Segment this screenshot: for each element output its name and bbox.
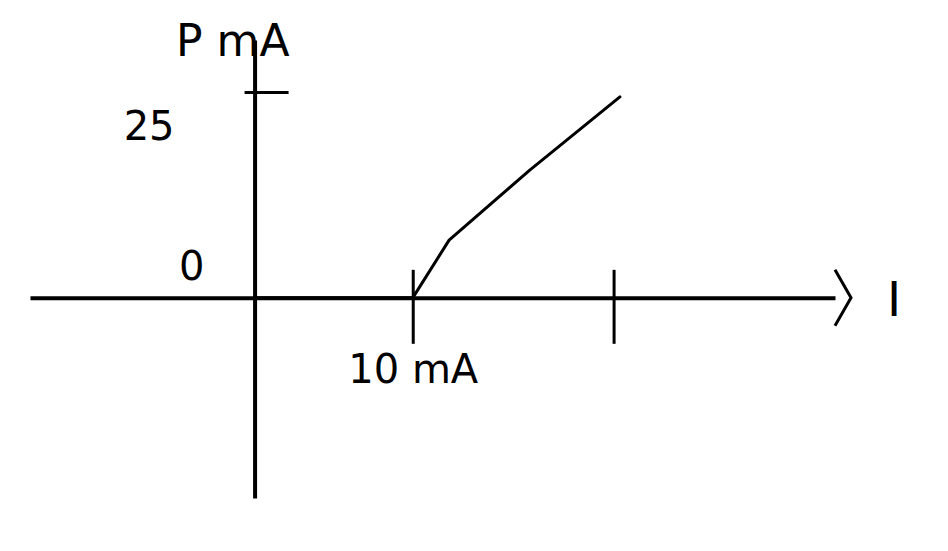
- x-axis-line: [31, 296, 836, 300]
- y-axis-title: P mA: [176, 15, 289, 66]
- x-tick-mark: [412, 270, 415, 344]
- y-tick-label: 25: [124, 103, 175, 149]
- y-tick-label: 0: [179, 243, 204, 289]
- data-line: [255, 97, 620, 298]
- y-axis: 0 25: [124, 41, 289, 499]
- y-tick: 0: [179, 243, 254, 298]
- plot-area: [255, 97, 620, 298]
- y-axis-line: [253, 41, 257, 499]
- x-axis: 10 mA: [31, 270, 836, 392]
- y-tick-mark: [245, 91, 289, 94]
- x-axis-title: I: [887, 271, 901, 327]
- y-tick: 25: [124, 92, 289, 149]
- x-axis-arrow: [835, 270, 851, 326]
- chart: 10 mA 0 25P mA I: [0, 0, 948, 551]
- x-tick-label: 10 mA: [348, 346, 479, 392]
- x-tick-mark: [613, 270, 616, 344]
- x-tick: 10 mA: [348, 270, 479, 392]
- x-tick: [614, 270, 615, 344]
